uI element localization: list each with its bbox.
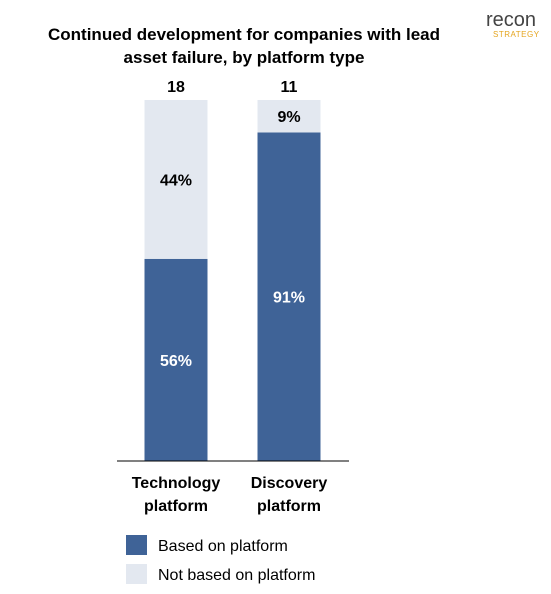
logo-strategy-text: STRATEGY [493,30,540,39]
bars-layer: 56% 44% 18 Technology platform 91% 9% 11 Discove… [132,79,328,515]
logo: recon STRATEGY [486,9,540,39]
logo-recon-text: recon [486,9,536,31]
data-label-based-1: 56% [160,353,192,370]
total-label-2: 11 [281,79,298,96]
legend-swatch-not-based [126,564,147,584]
bar-segment-not-based-2 [257,100,321,133]
category-label-1-line-2: platform [144,498,208,515]
chart-title-line-1: Continued development for companies with… [48,25,440,44]
bar-segment-not-based-1 [144,100,208,259]
data-label-not-based-1: 44% [160,172,192,189]
data-label-based-2: 91% [273,290,305,307]
bar-segment-based-1 [144,258,208,461]
total-label-1: 18 [167,79,185,96]
category-label-1-line-1: Technology [132,475,221,492]
legend-label-not-based: Not based on platform [158,567,315,584]
legend: Based on platform Not based on platform [126,535,315,584]
chart-title-line-2: asset failure, by platform type [124,48,365,67]
bar-segment-based-2 [257,132,321,462]
data-label-not-based-2: 9% [277,109,300,126]
legend-label-based: Based on platform [158,538,288,555]
category-label-2-line-2: platform [257,498,321,515]
legend-swatch-based [126,535,147,555]
category-label-2-line-1: Discovery [251,475,328,492]
